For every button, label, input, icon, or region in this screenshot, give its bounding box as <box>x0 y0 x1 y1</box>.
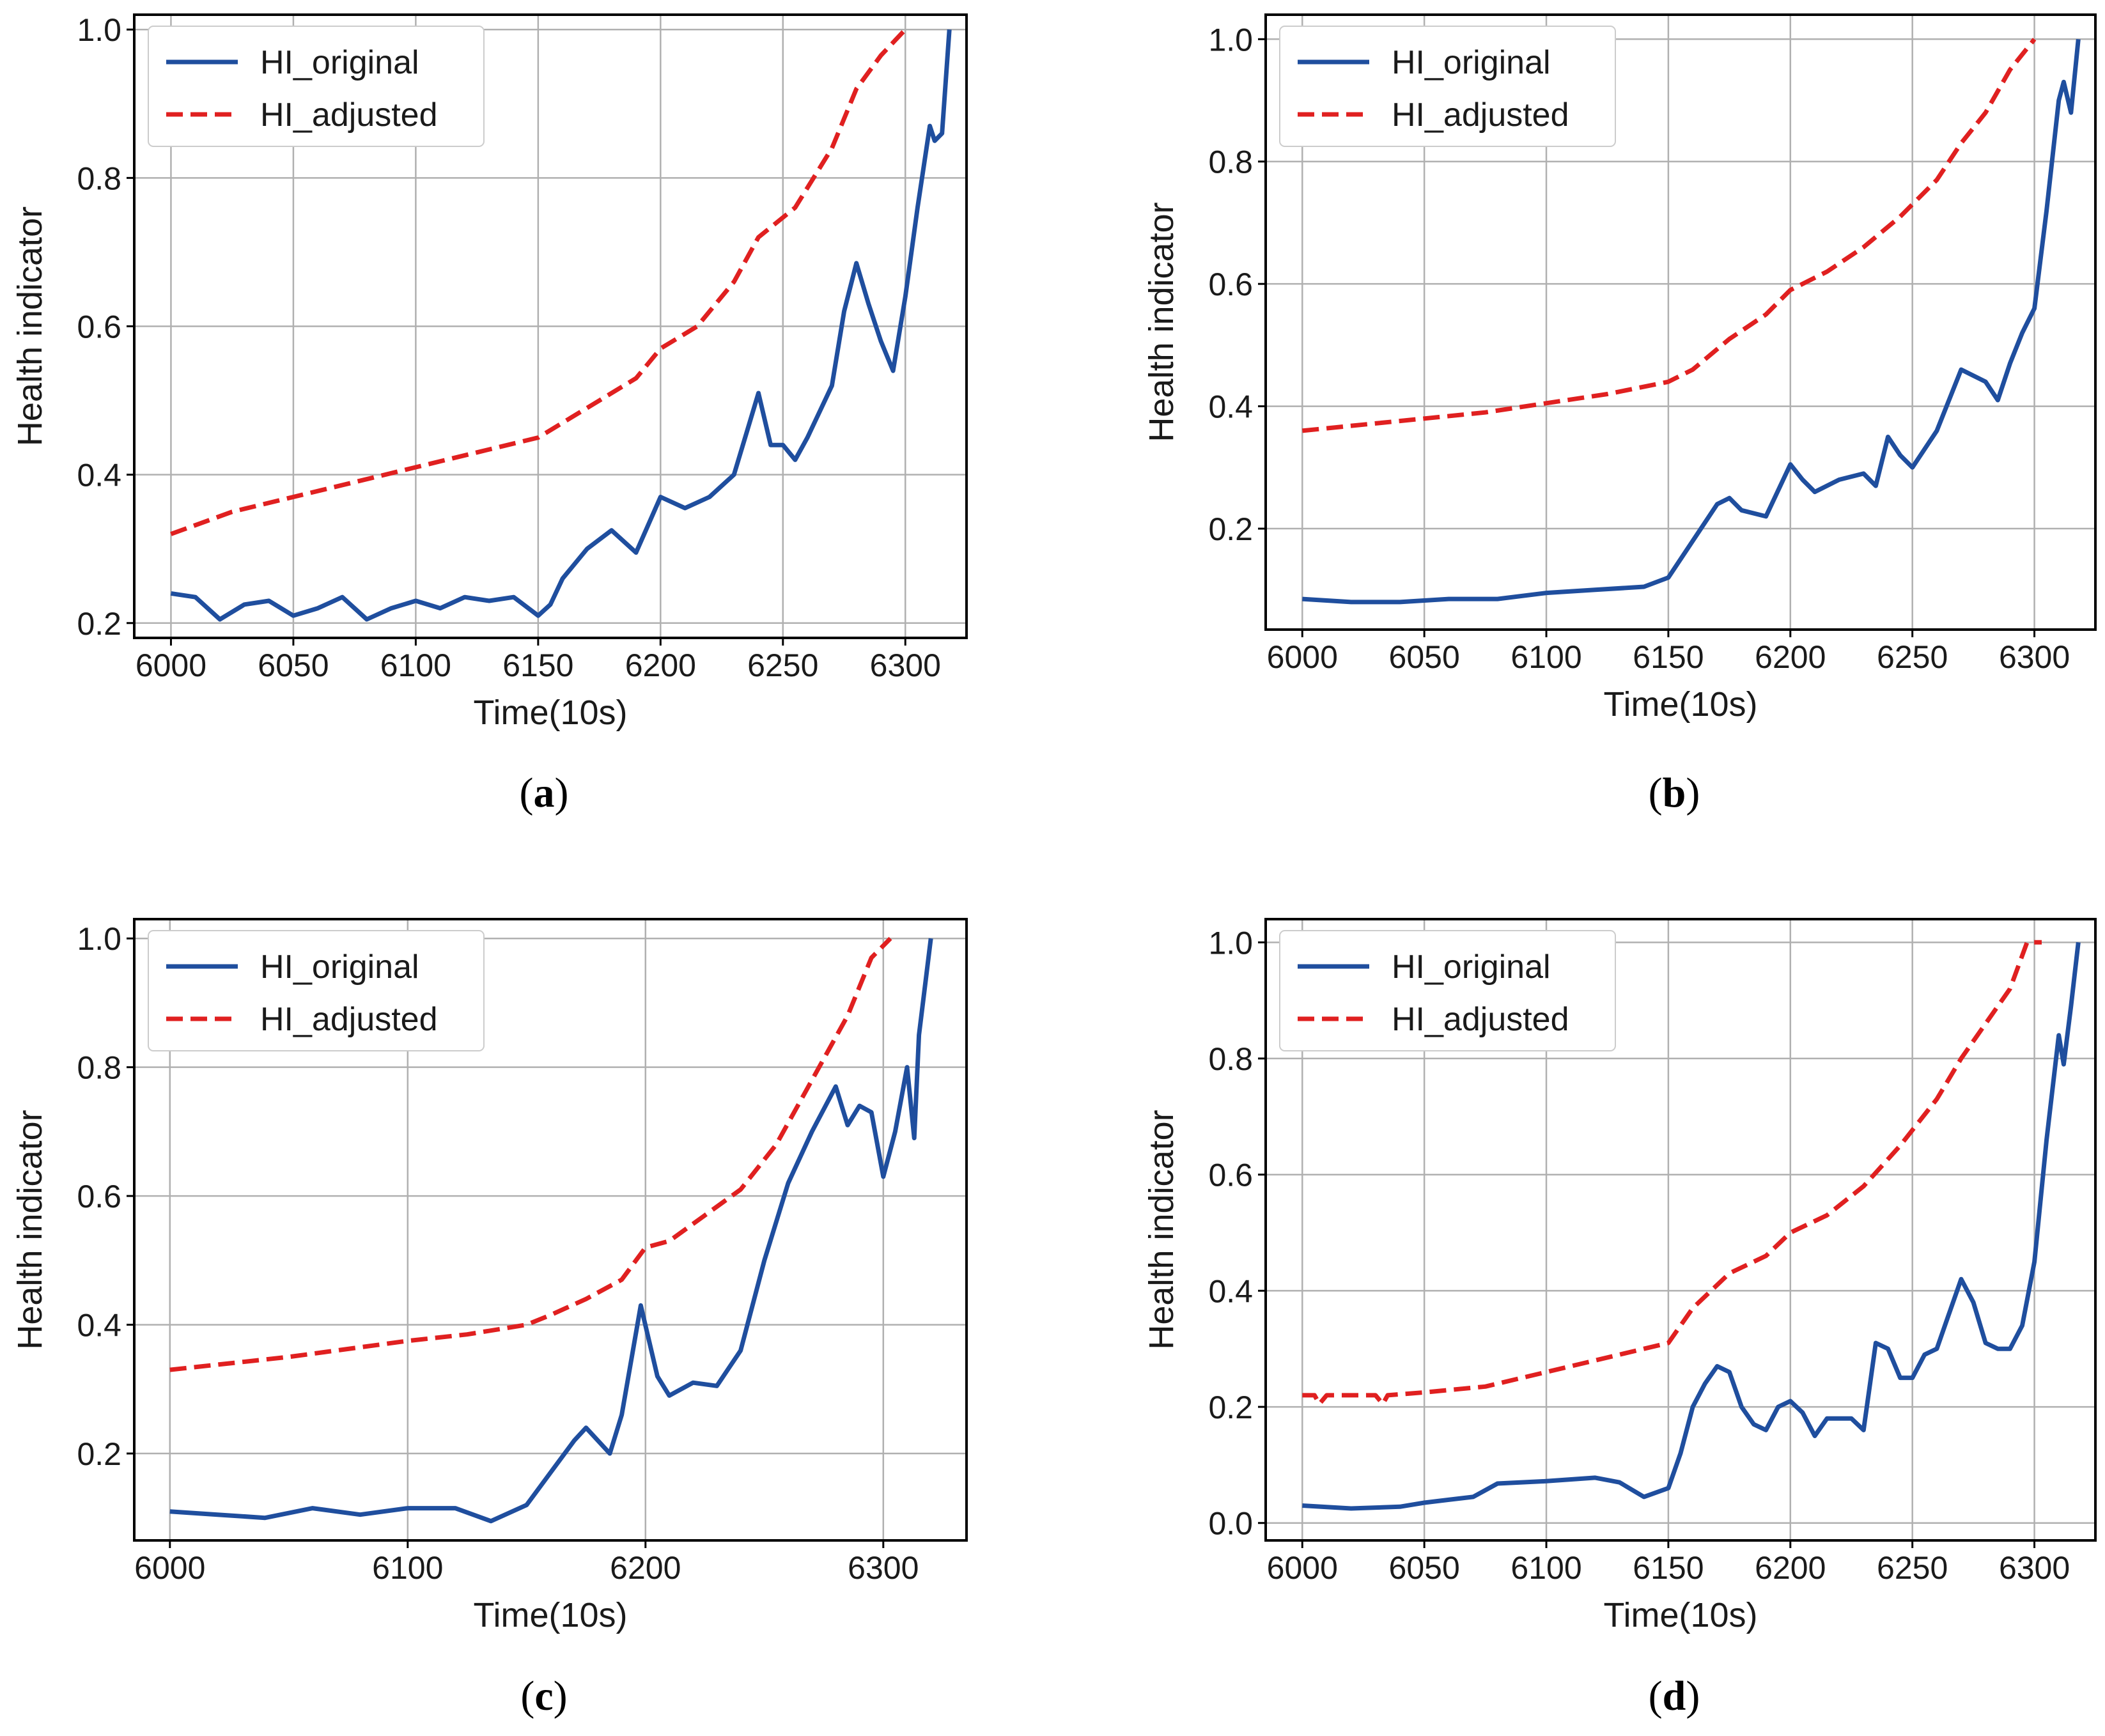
legend-label: HI_adjusted <box>260 1001 438 1038</box>
series-line-hi-adjusted <box>1302 940 2042 1406</box>
y-tick-label: 0.8 <box>1208 144 1253 180</box>
y-tick-label: 0.6 <box>1208 267 1253 302</box>
y-tick-label: 0.2 <box>1208 511 1253 547</box>
y-tick-label: 0.2 <box>77 1436 121 1472</box>
series-line-hi-adjusted <box>1301 38 2037 433</box>
x-tick-label: 6000 <box>1267 1550 1338 1586</box>
panel-caption: (a) <box>520 770 569 816</box>
legend: HI_original HI_adjusted <box>1279 930 1616 1051</box>
x-tick-label: 6300 <box>870 647 941 683</box>
panel-caption: (b) <box>1649 770 1700 816</box>
plot-frame <box>133 13 968 639</box>
y-tick-label: 1.0 <box>77 921 121 957</box>
x-tick-label: 6250 <box>747 647 818 683</box>
y-tick-label: 1.0 <box>1208 925 1253 961</box>
legend: HI_original HI_adjusted <box>1279 26 1616 147</box>
y-tick-label: 0.6 <box>77 309 121 345</box>
y-tick-label: 0.4 <box>1208 1273 1253 1309</box>
panel-caption: (d) <box>1649 1673 1700 1719</box>
x-axis-label: Time(10s) <box>473 1596 627 1634</box>
legend-label: HI_adjusted <box>260 97 438 134</box>
x-tick-label: 6000 <box>136 647 206 683</box>
y-tick-label: 1.0 <box>1208 22 1253 58</box>
x-tick-label: 6200 <box>625 647 696 683</box>
x-axis-label: Time(10s) <box>1603 685 1757 724</box>
series-line-hi-original <box>170 29 952 622</box>
x-tick-label: 6050 <box>258 647 329 683</box>
y-tick-label: 0.4 <box>77 458 121 493</box>
legend-label: HI_original <box>260 949 419 986</box>
series-line-hi-adjusted <box>170 27 907 536</box>
legend-label: HI_original <box>260 44 419 81</box>
x-tick-label: 6100 <box>372 1550 443 1586</box>
legend-box <box>148 26 485 147</box>
legend-box <box>1279 26 1616 147</box>
y-axis-label: Health indicator <box>1142 1110 1181 1349</box>
legend-label: HI_adjusted <box>1392 97 1569 134</box>
x-tick-label: 6100 <box>1511 639 1581 675</box>
chart-panel-d: 6000 6050 6100 6150 6200 6250 6300 0.0 0.2 0.4 0.6… <box>1142 918 2097 1719</box>
y-tick-label: 0.6 <box>1208 1158 1253 1193</box>
y-tick-label: 0.6 <box>77 1179 121 1214</box>
y-axis-label: Health indicator <box>11 206 49 446</box>
y-axis-label: Health indicator <box>1142 202 1181 442</box>
series-line-hi-adjusted <box>169 936 892 1372</box>
x-tick-label: 6000 <box>1267 639 1338 675</box>
x-tick-label: 6250 <box>1877 1550 1948 1586</box>
legend-label: HI_adjusted <box>1392 1001 1569 1038</box>
y-tick-label: 0.8 <box>77 1050 121 1086</box>
legend-box <box>148 930 485 1051</box>
x-tick-label: 6200 <box>1755 639 1826 675</box>
y-tick-label: 0.2 <box>1208 1390 1253 1425</box>
y-tick-label: 1.0 <box>77 12 121 48</box>
x-tick-label: 6150 <box>1633 639 1704 675</box>
x-axis-label: Time(10s) <box>1603 1596 1757 1634</box>
gridlines: 6000 6050 6100 6150 6200 6250 6300 0.0 0.2 0.4 0.6… <box>1208 919 2095 1586</box>
x-tick-label: 6300 <box>1999 639 2070 675</box>
x-tick-label: 6100 <box>380 647 451 683</box>
y-tick-label: 0.0 <box>1208 1506 1253 1542</box>
legend: HI_original HI_adjusted <box>148 930 485 1051</box>
x-tick-label: 6150 <box>1633 1550 1704 1586</box>
legend-box <box>1279 930 1616 1051</box>
y-tick-label: 0.2 <box>77 606 121 642</box>
x-tick-label: 6200 <box>1755 1550 1826 1586</box>
x-tick-label: 6150 <box>502 647 573 683</box>
plot-frame <box>133 918 968 1542</box>
chart-panel-c: 6000 6100 6200 6300 0.2 0.4 0.6 0.8 1.0 HI_origin… <box>11 918 968 1719</box>
x-tick-label: 6250 <box>1877 639 1948 675</box>
y-tick-label: 0.4 <box>77 1308 121 1344</box>
y-tick-label: 0.8 <box>77 160 121 196</box>
x-axis-label: Time(10s) <box>473 694 627 732</box>
series-line-hi-original <box>169 938 933 1524</box>
y-axis-label: Health indicator <box>11 1110 49 1349</box>
legend-label: HI_original <box>1392 44 1551 81</box>
x-tick-label: 6050 <box>1389 639 1460 675</box>
series-line-hi-original <box>1302 942 2081 1511</box>
x-tick-label: 6300 <box>1999 1550 2070 1586</box>
chart-panel-a: 6000 6050 6100 6150 6200 6250 6300 0.2 0.4 0.6 0.8… <box>11 12 968 816</box>
chart-panel-b: 6000 6050 6100 6150 6200 6250 6300 0.2 0.4 0.6 0.8… <box>1142 13 2097 816</box>
x-tick-label: 6100 <box>1511 1550 1581 1586</box>
panel-caption: (c) <box>520 1673 567 1719</box>
legend-label: HI_original <box>1392 949 1551 986</box>
y-tick-label: 0.8 <box>1208 1041 1253 1077</box>
plot-frame <box>1264 13 2097 631</box>
x-tick-label: 6000 <box>134 1550 205 1586</box>
plot-frame <box>1264 918 2097 1542</box>
x-tick-label: 6200 <box>610 1550 681 1586</box>
x-tick-label: 6300 <box>848 1550 919 1586</box>
y-tick-label: 0.4 <box>1208 389 1253 425</box>
x-tick-label: 6050 <box>1389 1550 1460 1586</box>
legend: HI_original HI_adjusted <box>148 26 485 147</box>
series-line-hi-original <box>1302 38 2081 605</box>
